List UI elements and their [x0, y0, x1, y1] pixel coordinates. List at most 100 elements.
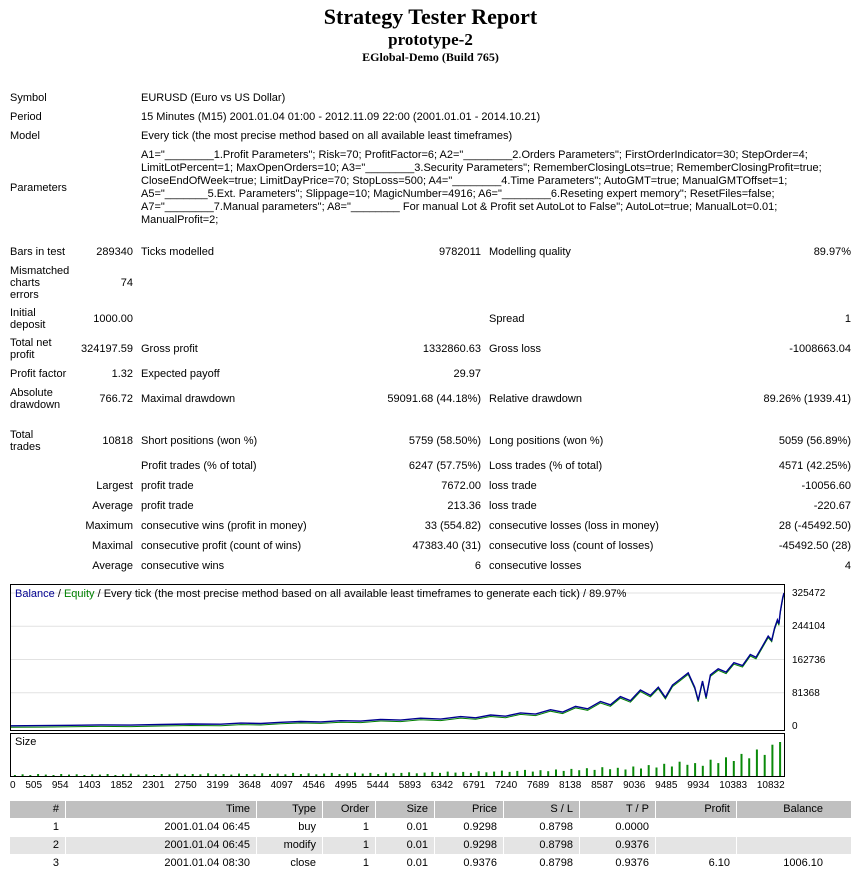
x-axis-label: 7240 [494, 780, 518, 791]
trades-cell: 0.01 [376, 837, 434, 854]
stat-value: -220.67 [813, 500, 851, 512]
trades-cell [737, 819, 851, 836]
y-axis: 325472 244104 162736 81368 0 [785, 584, 851, 791]
stat-value: 6247 (57.75%) [408, 460, 481, 472]
trades-cell: modify [257, 837, 322, 854]
trades-cell: buy [257, 819, 322, 836]
table-row: 3 2001.01.04 08:30 close 1 0.01 0.9376 0.8798 0… [10, 855, 851, 872]
stat-row: Largest profit trade 7672.00 loss trade -100… [10, 476, 851, 496]
y-axis-label: 0 [792, 721, 798, 732]
size-bars-canvas [13, 742, 782, 776]
x-axis-label: 0 [10, 780, 16, 791]
trades-header-cell: # [10, 801, 65, 818]
stat-cell: Profit trades (% of total) 6247 (57.75%) [141, 459, 481, 473]
balance-curve-canvas [11, 592, 784, 728]
y-axis-label: 162736 [792, 654, 826, 666]
stat-cell: Mismatched charts errors 74 [10, 265, 133, 301]
stat-value: 10818 [102, 435, 133, 447]
x-axis-label: 4995 [334, 780, 357, 791]
stat-label: consecutive loss (count of losses) [489, 540, 654, 552]
stat-label: Relative drawdown [489, 393, 582, 405]
legend-separator: / [94, 588, 104, 600]
trades-cell: 1 [323, 837, 375, 854]
x-axis-label: 4097 [270, 780, 293, 791]
legend-separator: / [54, 588, 64, 600]
settings-value: A1="________1.Profit Parameters"; Risk=7… [141, 149, 822, 226]
trades-cell: 0.8798 [504, 855, 579, 872]
settings-row: Period 15 Minutes (M15) 2001.01.04 01:00 … [10, 108, 851, 127]
chart-legend: Balance / Equity / Every tick (the most … [15, 588, 626, 600]
x-axis-label: 9036 [623, 780, 646, 791]
x-axis-label: 2301 [142, 780, 165, 791]
stat-value: 1000.00 [93, 313, 133, 325]
stat-label: Ticks modelled [141, 246, 214, 258]
stat-label: Expected payoff [141, 368, 220, 380]
stat-cell: Absolute drawdown 766.72 [10, 387, 133, 411]
stat-label: Absolute drawdown [10, 387, 61, 411]
stat-cell: consecutive wins (profit in money) 33 (55… [141, 519, 481, 533]
stat-value: 766.72 [99, 393, 133, 405]
y-axis-label: 325472 [792, 588, 826, 599]
stat-cell: profit trade 213.36 [141, 499, 481, 513]
table-row: 2 2001.01.04 06:45 modify 1 0.01 0.9298 0.8798… [10, 837, 851, 854]
stat-cell: Largest [10, 479, 133, 493]
balance-chart: Balance / Equity / Every tick (the most … [10, 584, 785, 731]
x-axis-label: 8587 [591, 780, 614, 791]
stat-cell: Maximal drawdown 59091.68 (44.18%) [141, 392, 481, 406]
stat-value: 89.26% (1939.41) [763, 393, 851, 405]
x-axis-label: 3199 [206, 780, 229, 791]
stat-cell: consecutive profit (count of wins) 47383.… [141, 539, 481, 553]
trades-cell: close [257, 855, 322, 872]
x-axis-label: 9485 [655, 780, 678, 791]
stat-value: Maximal [92, 540, 133, 552]
settings-row: Model Every tick (the most precise method… [10, 127, 851, 146]
trades-cell: 0.9298 [435, 837, 503, 854]
trades-cell: 0.01 [376, 855, 434, 872]
table-row: 1 2001.01.04 06:45 buy 1 0.01 0.9298 0.8798 0.0… [10, 819, 851, 836]
stat-value: 324197.59 [81, 343, 133, 355]
stat-row: Total net profit 324197.59 Gross profit 133… [10, 334, 851, 364]
x-axis-label: 8138 [559, 780, 582, 791]
stat-value: Average [92, 500, 133, 512]
stat-label: consecutive wins (profit in money) [141, 520, 307, 532]
trades-header-cell: Price [435, 801, 503, 818]
stat-label: loss trade [489, 480, 537, 492]
stat-label: Short positions (won %) [141, 435, 258, 447]
settings-value: EURUSD (Euro vs US Dollar) [141, 92, 286, 104]
stat-label: Total trades [10, 429, 41, 453]
settings-label: Symbol [10, 92, 47, 104]
stat-value: 9782011 [438, 246, 481, 258]
stat-cell: Short positions (won %) 5759 (58.50%) [141, 434, 481, 448]
stat-row: Bars in test 289340 Ticks modelled 9782011 M… [10, 242, 851, 262]
stat-value: 28 (-45492.50) [778, 520, 851, 532]
stat-row: Mismatched charts errors 74 [10, 262, 851, 304]
stat-label: Spread [489, 313, 525, 325]
trades-cell: 0.9376 [435, 855, 503, 872]
stat-cell: Gross profit 1332860.63 [141, 342, 481, 356]
stat-label: Maximal drawdown [141, 393, 236, 405]
stat-cell: Profit factor 1.32 [10, 367, 133, 381]
chart-panes: Balance / Equity / Every tick (the most … [10, 584, 785, 791]
stat-cell: Expected payoff 29.97 [141, 367, 481, 381]
stat-value: 33 (554.82) [424, 520, 481, 532]
stat-cell: Long positions (won %) 5059 (56.89%) [489, 434, 851, 448]
x-axis-label: 6791 [462, 780, 486, 791]
x-axis-label: 1403 [78, 780, 101, 791]
trades-cell [737, 837, 851, 854]
stat-cell: Average [10, 499, 133, 513]
stat-row: Total trades 10818 Short positions (won %)… [10, 426, 851, 456]
stat-value: 1.32 [111, 368, 133, 380]
stat-value: 7672.00 [441, 480, 481, 492]
trades-cell: 2001.01.04 06:45 [66, 837, 256, 854]
settings-label: Model [10, 130, 40, 142]
x-axis-label: 10383 [719, 780, 748, 791]
x-axis-label: 1852 [110, 780, 133, 791]
x-axis-label: 6342 [430, 780, 454, 791]
x-axis: 0 505 954 1403 1852 2301 2750 3199 3648 4097 4546 4… [10, 780, 785, 791]
stat-value: 5759 (58.50%) [408, 435, 481, 447]
legend-separator: / [579, 588, 590, 600]
trades-cell: 0.9376 [580, 855, 655, 872]
stat-cell: Bars in test 289340 [10, 245, 133, 259]
stat-cell [489, 367, 851, 381]
